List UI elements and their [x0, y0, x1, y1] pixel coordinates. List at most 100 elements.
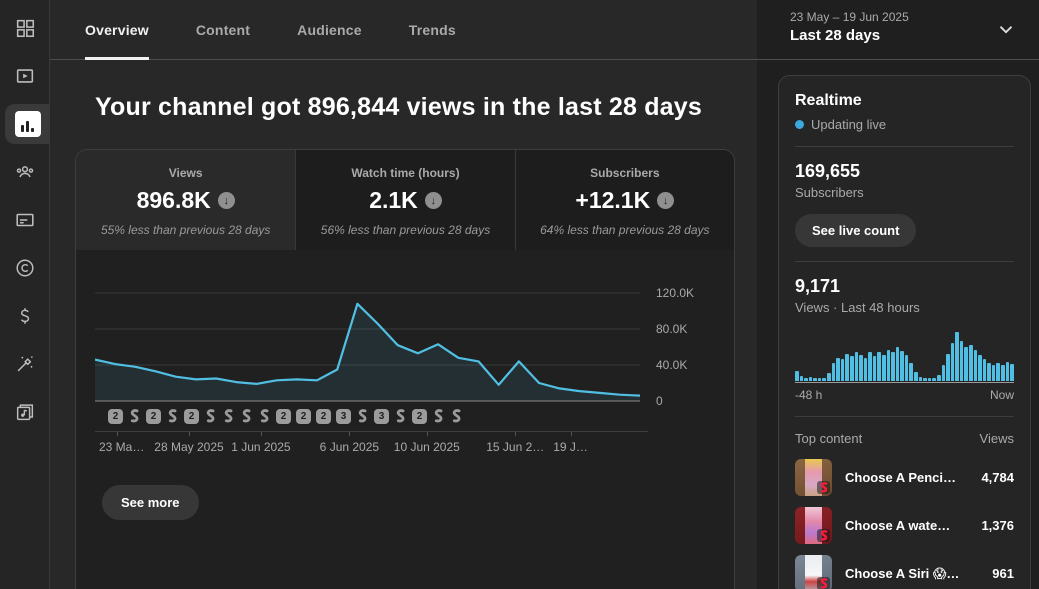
see-more-button[interactable]: See more [102, 485, 199, 520]
sidebar-item-subtitles[interactable] [5, 200, 45, 240]
shorts-marker-icon[interactable] [356, 409, 369, 423]
sidebar-item-community[interactable] [5, 152, 45, 192]
realtime-bar-chart[interactable] [795, 331, 1014, 383]
date-range-selector[interactable]: 23 May – 19 Jun 2025 Last 28 days [757, 0, 1039, 60]
views-chart-plot[interactable] [94, 278, 641, 403]
copyright-icon [15, 259, 34, 277]
video-count-badge[interactable]: 2 [184, 408, 199, 424]
shorts-marker-icon[interactable] [166, 409, 179, 423]
metric-subscribers[interactable]: Subscribers +12.1K ↓ 64% less than previ… [514, 150, 734, 250]
metric-label: Subscribers [590, 166, 660, 180]
video-count-badge[interactable]: 3 [374, 408, 389, 424]
video-title: Choose A wate… [845, 518, 951, 533]
realtime-bar [955, 332, 959, 381]
video-count-badge[interactable]: 2 [316, 408, 331, 424]
video-count-badge[interactable]: 2 [412, 408, 427, 424]
axis-left-label: -48 h [795, 388, 823, 402]
metric-delta: 55% less than previous 28 days [100, 223, 271, 237]
realtime-bar [799, 375, 804, 381]
tab-audience[interactable]: Audience [297, 21, 362, 38]
realtime-bar [891, 352, 895, 381]
sidebar-item-copyright[interactable] [5, 248, 45, 288]
realtime-bar [849, 356, 854, 381]
sidebar-item-content[interactable] [5, 56, 45, 96]
live-dot-icon [795, 120, 804, 129]
sidebar-item-audio-library[interactable] [5, 392, 45, 432]
realtime-bar [950, 343, 955, 381]
x-tick: 6 Jun 2025 [319, 440, 380, 454]
realtime-bar [918, 376, 923, 381]
video-count-badge[interactable]: 2 [146, 408, 161, 424]
video-count-badge[interactable]: 2 [276, 408, 291, 424]
realtime-bar [927, 378, 932, 381]
trend-down-icon: ↓ [424, 192, 442, 209]
sidebar-item-earn[interactable] [5, 296, 45, 336]
shorts-marker-icon[interactable] [394, 409, 407, 423]
y-tick: 0 [656, 394, 663, 408]
shorts-marker-icon[interactable] [432, 409, 445, 423]
metric-watch-time[interactable]: Watch time (hours) 2.1K ↓ 56% less than … [295, 150, 515, 250]
shorts-marker-icon[interactable] [128, 409, 141, 423]
realtime-bar [959, 340, 964, 381]
views-area-chart-svg [94, 292, 641, 402]
see-live-count-button[interactable]: See live count [795, 214, 917, 247]
dashboard-icon [16, 19, 34, 38]
realtime-bar [923, 378, 927, 381]
earn-icon [20, 308, 29, 324]
content-icon [16, 69, 33, 83]
realtime-bar [872, 356, 877, 381]
tab-overview[interactable]: Overview [85, 0, 149, 60]
sidebar-item-dashboard[interactable] [5, 8, 45, 48]
video-views: 1,376 [981, 518, 1014, 533]
tab-content[interactable]: Content [195, 21, 251, 38]
realtime-bar [1005, 361, 1010, 381]
realtime-subscribers-value: 169,655 [795, 161, 861, 181]
realtime-bar [859, 355, 863, 381]
realtime-status: Updating live [795, 117, 1014, 132]
realtime-bar [1010, 364, 1014, 381]
top-content-row[interactable]: Choose A wate… 1,376 [795, 507, 1014, 544]
date-range-text: 23 May – 19 Jun 2025 [790, 10, 909, 24]
trend-down-icon: ↓ [657, 192, 675, 209]
x-tick: 23 Ma… [99, 440, 145, 454]
metric-views[interactable]: Views 896.8K ↓ 55% less than previous 28… [76, 150, 296, 250]
tab-trends[interactable]: Trends [408, 21, 456, 38]
sidebar-item-customization[interactable] [5, 344, 45, 384]
page-title: Your channel got 896,844 views in the la… [95, 93, 702, 121]
realtime-views-value: 9,171 [795, 276, 841, 296]
shorts-marker-icon[interactable] [450, 409, 463, 423]
video-title: Choose A Penci… [845, 470, 957, 485]
video-count-badge[interactable]: 3 [336, 408, 351, 424]
community-icon [16, 166, 33, 178]
realtime-bar [854, 352, 859, 381]
x-tick: 28 May 2025 [154, 440, 224, 454]
metric-label: Views [168, 166, 203, 180]
shorts-marker-icon[interactable] [240, 409, 253, 423]
sidebar-item-analytics[interactable] [4, 104, 51, 144]
video-thumbnail [795, 555, 832, 589]
x-tick: 19 J… [553, 440, 588, 454]
sidebar [0, 0, 51, 589]
top-content-views-header: Views [979, 431, 1014, 446]
chevron-down-icon [999, 26, 1013, 34]
video-thumbnail [795, 507, 832, 544]
metric-value: 896.8K [136, 187, 211, 213]
realtime-bar [877, 352, 881, 381]
realtime-bar [946, 353, 950, 381]
shorts-badge-icon [817, 481, 830, 494]
y-tick: 40.0K [656, 358, 688, 372]
shorts-marker-icon[interactable] [204, 409, 217, 423]
realtime-bar [973, 349, 978, 381]
x-tick: 1 Jun 2025 [231, 440, 291, 454]
video-count-badge[interactable]: 2 [108, 408, 123, 424]
top-content-row[interactable]: Choose A Penci… 4,784 [795, 459, 1014, 496]
video-views: 961 [992, 566, 1014, 581]
shorts-marker-icon[interactable] [222, 409, 235, 423]
audio-library-icon [16, 404, 33, 421]
shorts-marker-icon[interactable] [258, 409, 271, 423]
right-column: 23 May – 19 Jun 2025 Last 28 days Realti… [757, 0, 1039, 589]
realtime-bar [964, 347, 968, 381]
top-content-row[interactable]: Choose A Siri 😱… 961 [795, 555, 1014, 589]
realtime-bar [831, 362, 836, 381]
video-count-badge[interactable]: 2 [296, 408, 311, 424]
